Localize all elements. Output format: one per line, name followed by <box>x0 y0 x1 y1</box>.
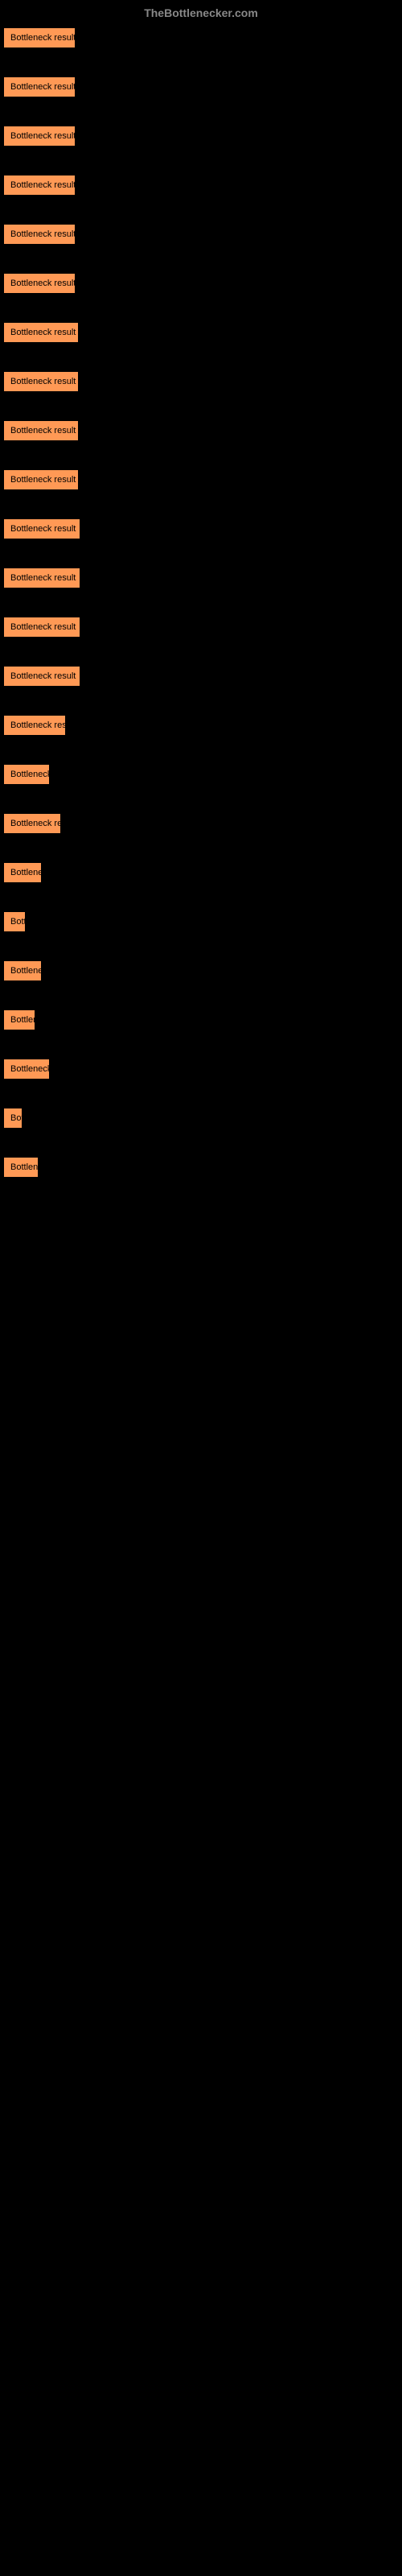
bottleneck-result-button[interactable]: Bottleneck result <box>3 911 26 932</box>
bottleneck-result-button[interactable]: Bottleneck result <box>3 1059 50 1080</box>
bottleneck-result-button[interactable]: Bottleneck result <box>3 420 79 441</box>
bottleneck-result-button[interactable]: Bottleneck result <box>3 764 50 785</box>
bottleneck-result-button[interactable]: Bottleneck result <box>3 862 42 883</box>
bottleneck-result-button[interactable]: Bottleneck result <box>3 224 76 245</box>
bottleneck-result-button[interactable]: Bottleneck result <box>3 27 76 48</box>
bottleneck-result-button[interactable]: Bottleneck result <box>3 960 42 981</box>
bottleneck-result-button[interactable]: Bottleneck result <box>3 1157 39 1178</box>
bottleneck-result-button[interactable]: Bottleneck result <box>3 813 61 834</box>
bottleneck-result-button[interactable]: Bottleneck result <box>3 175 76 196</box>
bottleneck-result-button[interactable]: Bottleneck result <box>3 469 79 490</box>
bottleneck-result-button[interactable]: Bottleneck result <box>3 273 76 294</box>
header: TheBottlenecker.com <box>0 0 402 27</box>
bottleneck-result-button[interactable]: Bottleneck result <box>3 666 80 687</box>
bottleneck-result-button[interactable]: Bottleneck result <box>3 126 76 147</box>
buttons-container: Bottleneck result Bottleneck result Bottle… <box>0 27 402 1206</box>
bottleneck-result-button[interactable]: Bottleneck result <box>3 371 79 392</box>
bottleneck-result-button[interactable]: Bottleneck result <box>3 617 80 638</box>
bottleneck-result-button[interactable]: Bottleneck result <box>3 518 80 539</box>
bottleneck-result-button[interactable]: Bottleneck result <box>3 76 76 97</box>
bottleneck-result-button[interactable]: Bottleneck result <box>3 1009 35 1030</box>
bottleneck-result-button[interactable]: Bottleneck result <box>3 322 79 343</box>
site-name: TheBottlenecker.com <box>144 6 258 19</box>
bottleneck-result-button[interactable]: Bottleneck result <box>3 568 80 588</box>
bottleneck-result-button[interactable]: Bottleneck result <box>3 1108 23 1129</box>
bottleneck-result-button[interactable]: Bottleneck result <box>3 715 66 736</box>
